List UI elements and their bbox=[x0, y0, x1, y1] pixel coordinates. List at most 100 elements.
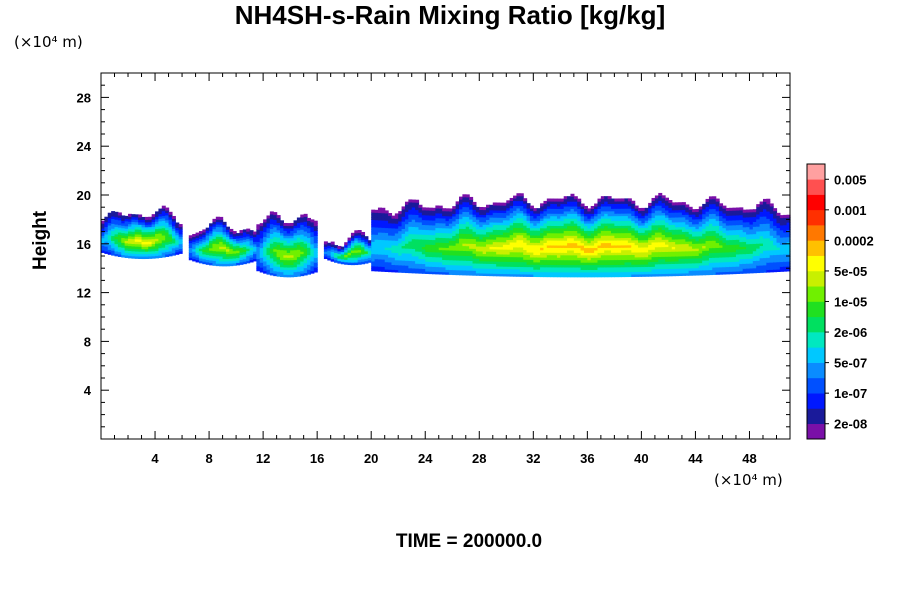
field-cell bbox=[418, 214, 423, 218]
field-cell bbox=[131, 219, 136, 223]
field-cell bbox=[286, 245, 291, 249]
field-cell bbox=[425, 268, 430, 272]
field-cell bbox=[695, 245, 700, 249]
field-cell bbox=[266, 254, 271, 258]
field-cell bbox=[607, 240, 612, 244]
field-cell bbox=[374, 261, 379, 265]
field-cell bbox=[698, 257, 703, 261]
field-cell bbox=[661, 261, 666, 265]
field-cell bbox=[550, 210, 555, 214]
field-cell bbox=[374, 251, 379, 255]
field-cell bbox=[188, 249, 193, 253]
field-cell bbox=[567, 220, 572, 224]
field-cell bbox=[671, 258, 676, 262]
field-cell bbox=[749, 231, 754, 235]
field-cell bbox=[462, 194, 467, 198]
field-cell bbox=[621, 215, 626, 219]
field-cell bbox=[577, 274, 582, 278]
field-cell bbox=[516, 261, 521, 265]
field-cell bbox=[607, 215, 612, 219]
field-cell bbox=[161, 210, 166, 214]
field-cell bbox=[421, 251, 426, 255]
field-cell bbox=[411, 238, 416, 242]
field-cell bbox=[594, 220, 599, 224]
field-cell bbox=[445, 213, 450, 217]
field-cell bbox=[688, 221, 693, 225]
field-cell bbox=[391, 222, 396, 226]
field-cell bbox=[506, 200, 511, 204]
field-cell bbox=[577, 208, 582, 212]
field-cell bbox=[546, 244, 551, 248]
field-cell bbox=[722, 242, 727, 246]
field-cell bbox=[752, 209, 757, 213]
field-cell bbox=[783, 227, 788, 231]
field-cell bbox=[688, 219, 693, 223]
field-cell bbox=[550, 244, 555, 248]
field-cell bbox=[742, 246, 747, 250]
field-cell bbox=[202, 241, 207, 245]
field-cell bbox=[776, 264, 781, 268]
field-cell bbox=[567, 203, 572, 207]
field-cell bbox=[195, 239, 200, 243]
field-cell bbox=[681, 214, 686, 218]
field-cell bbox=[276, 254, 281, 258]
field-cell bbox=[607, 203, 612, 207]
field-cell bbox=[155, 230, 160, 234]
field-cell bbox=[573, 232, 578, 236]
field-cell bbox=[560, 274, 565, 278]
field-cell bbox=[638, 261, 642, 265]
field-cell bbox=[597, 249, 602, 253]
field-cell bbox=[310, 243, 315, 247]
field-cell bbox=[624, 261, 629, 265]
field-cell bbox=[496, 256, 501, 260]
field-cell bbox=[611, 222, 615, 226]
field-cell bbox=[502, 273, 507, 277]
field-cell bbox=[573, 196, 578, 200]
field-cell bbox=[563, 242, 568, 246]
field-cell bbox=[175, 222, 180, 226]
field-cell bbox=[489, 207, 494, 211]
field-cell bbox=[259, 262, 264, 266]
field-cell bbox=[388, 269, 393, 273]
field-cell bbox=[347, 252, 352, 256]
field-cell bbox=[550, 240, 555, 244]
field-cell bbox=[459, 233, 463, 237]
field-cell bbox=[479, 233, 484, 237]
field-cell bbox=[722, 222, 727, 226]
field-cell bbox=[536, 222, 541, 226]
field-cell bbox=[715, 208, 720, 212]
field-cell bbox=[134, 216, 139, 220]
field-cell bbox=[445, 227, 450, 231]
field-cell bbox=[529, 210, 534, 214]
field-cell bbox=[668, 234, 673, 238]
field-cell bbox=[577, 213, 582, 217]
field-cell bbox=[513, 261, 518, 265]
field-cell bbox=[671, 217, 676, 221]
field-cell bbox=[252, 243, 257, 247]
field-cell bbox=[155, 228, 160, 232]
field-cell bbox=[509, 251, 514, 255]
field-cell bbox=[138, 255, 143, 259]
field-cell bbox=[479, 206, 484, 211]
field-cell bbox=[513, 263, 518, 267]
field-cell bbox=[702, 218, 707, 222]
field-cell bbox=[283, 254, 288, 258]
field-cell bbox=[506, 241, 511, 245]
field-cell bbox=[404, 238, 409, 242]
field-cell bbox=[769, 257, 774, 261]
field-cell bbox=[638, 237, 642, 241]
field-cell bbox=[546, 205, 551, 209]
field-cell bbox=[452, 206, 457, 210]
field-cell bbox=[307, 234, 311, 239]
field-cell bbox=[411, 241, 416, 245]
field-cell bbox=[698, 247, 703, 251]
field-cell bbox=[418, 238, 423, 242]
field-cell bbox=[641, 244, 646, 248]
field-cell bbox=[735, 266, 740, 270]
field-cell bbox=[290, 262, 295, 266]
field-cell bbox=[668, 204, 673, 208]
field-cell bbox=[496, 239, 501, 243]
field-cell bbox=[499, 219, 504, 223]
field-cell bbox=[283, 269, 288, 273]
field-cell bbox=[462, 218, 467, 222]
